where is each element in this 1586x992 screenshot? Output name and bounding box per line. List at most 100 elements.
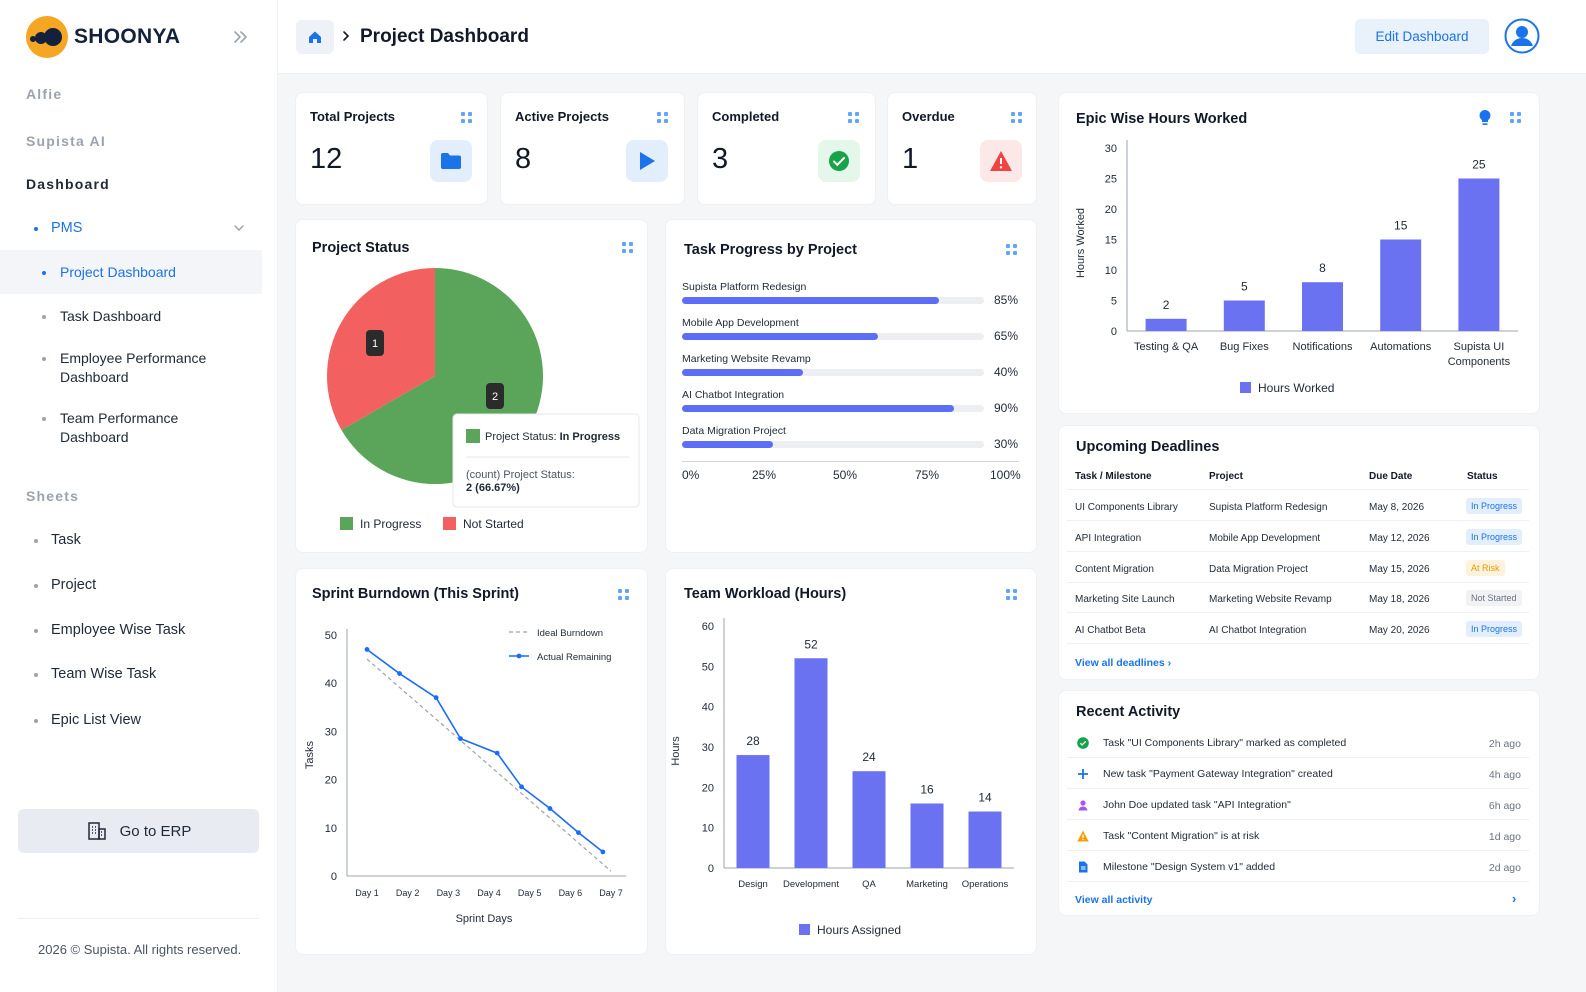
data-point: [600, 849, 606, 855]
sidebar-item-project-dashboard[interactable]: Project Dashboard: [42, 263, 176, 282]
legend-label: Hours Assigned: [817, 923, 901, 937]
progress-fill: [682, 441, 773, 448]
card-title: Epic Wise Hours Worked: [1076, 111, 1248, 127]
y-tick-label: 20: [325, 775, 337, 787]
x-tick-label: Notifications: [1293, 341, 1353, 353]
drag-handle-icon[interactable]: [1006, 589, 1018, 601]
progress-track: [682, 297, 984, 304]
x-tick-label: QA: [862, 879, 876, 890]
edit-dashboard-button[interactable]: Edit Dashboard: [1355, 19, 1489, 54]
sidebar-item-label: Team Wise Task: [51, 666, 157, 682]
x-tick-label: Day 3: [437, 888, 461, 898]
drag-handle-icon[interactable]: [657, 112, 669, 124]
sidebar-item-employee-wise-task[interactable]: Employee Wise Task: [34, 622, 185, 638]
bar-chart: 0 10 20 30 40 50 60 28 Design 52 Development 24 QA 16…: [670, 618, 1014, 937]
stat-value: 12: [310, 143, 343, 175]
data-label: 2: [1163, 298, 1170, 312]
data-label: 15: [1394, 219, 1408, 233]
view-all-activity-link[interactable]: View all activity: [1075, 894, 1153, 906]
drag-handle-icon[interactable]: [1006, 244, 1018, 256]
cell-date: May 18, 2026: [1369, 594, 1430, 605]
page-title: Project Dashboard: [360, 26, 529, 47]
progress-percent: 65%: [994, 329, 1019, 343]
data-point: [519, 784, 524, 790]
sidebar-section-supista-ai[interactable]: Supista AI: [26, 133, 106, 149]
drag-handle-icon[interactable]: [618, 589, 630, 601]
tooltip-line1: (count) Project Status:: [466, 469, 575, 481]
recent-activity-card: Recent Activity Task "UI Components Libr…: [1058, 690, 1540, 916]
x-tick-label: Marketing: [906, 879, 948, 890]
warning-icon: [980, 140, 1022, 182]
y-tick-label: 0: [1111, 326, 1117, 338]
drag-handle-icon[interactable]: [1011, 112, 1023, 124]
data-point: [364, 647, 370, 652]
axis-tick: 50%: [833, 468, 858, 482]
drag-handle-icon[interactable]: [622, 242, 634, 254]
sidebar-section-dashboard[interactable]: Dashboard: [26, 176, 110, 192]
x-tick-label: Day 4: [477, 888, 501, 898]
legend-in-progress[interactable]: In Progress: [340, 517, 421, 531]
legend-swatch: [799, 924, 810, 935]
bar-qa: [852, 771, 886, 868]
chevron-right-icon[interactable]: ›: [1512, 891, 1517, 906]
sidebar-section-sheets[interactable]: Sheets: [26, 488, 80, 504]
cell-project: Data Migration Project: [1209, 564, 1308, 575]
y-tick-label: 25: [1105, 174, 1117, 186]
legend-ideal-label: Ideal Burndown: [537, 628, 603, 639]
chevron-right-icon: [343, 31, 350, 41]
sidebar-item-label: Employee Performance Dashboard: [60, 350, 207, 385]
avatar[interactable]: [1504, 18, 1540, 54]
progress-label: Data Migration Project: [682, 425, 786, 437]
view-all-deadlines-link[interactable]: View all deadlines ›: [1075, 657, 1171, 669]
check-circle-icon: [1077, 737, 1089, 749]
data-point: [397, 671, 402, 676]
check-circle-icon: [818, 140, 860, 182]
divider: [1067, 582, 1529, 583]
sidebar-item-task-dashboard[interactable]: Task Dashboard: [42, 307, 161, 326]
x-tick-label: Components: [1448, 356, 1511, 368]
sidebar-item-team-performance-dashboard[interactable]: Team Performance Dashboard: [42, 409, 222, 447]
drag-handle-icon[interactable]: [848, 112, 860, 124]
y-tick-label: 10: [1105, 265, 1117, 277]
divider: [1067, 850, 1529, 851]
pie-chart: 1 2 Project Status: In Progress (count) …: [327, 268, 640, 531]
y-tick-label: 30: [702, 742, 714, 754]
y-tick-label: 10: [325, 823, 337, 835]
x-tick-label: Day 1: [355, 888, 379, 898]
sidebar-item-pms[interactable]: PMS: [34, 220, 82, 236]
breadcrumb-home[interactable]: [296, 20, 334, 54]
sidebar-item-epic-list-view[interactable]: Epic List View: [34, 712, 141, 728]
sidebar-section-alfie[interactable]: Alfie: [26, 86, 63, 102]
data-label: 28: [746, 734, 760, 748]
data-label: 25: [1472, 158, 1486, 172]
drag-handle-icon[interactable]: [461, 112, 473, 124]
tooltip-line2: 2 (66.67%): [466, 482, 520, 494]
progress-track: [682, 405, 984, 412]
sidebar-item-team-wise-task[interactable]: Team Wise Task: [34, 666, 156, 682]
y-tick-label: 5: [1111, 296, 1117, 308]
svg-text:In Progress: In Progress: [360, 517, 421, 531]
divider: [1067, 643, 1529, 644]
double-chevron-right-icon[interactable]: [232, 28, 250, 46]
legend-not-started[interactable]: Not Started: [443, 517, 524, 531]
sidebar-item-task[interactable]: Task: [34, 532, 81, 548]
y-axis-label: Hours Worked: [1075, 208, 1087, 278]
brand[interactable]: SHOONYA: [26, 16, 180, 58]
sidebar: SHOONYA Alfie Supista AI Dashboard PMS P…: [0, 0, 278, 992]
data-point: [576, 830, 581, 836]
cell-project: Mobile App Development: [1209, 533, 1321, 544]
activity-text: New task "Payment Gateway Integration" c…: [1103, 768, 1333, 780]
lightbulb-icon[interactable]: [1478, 109, 1492, 127]
go-to-erp-button[interactable]: Go to ERP: [18, 809, 259, 853]
stat-card-overdue: Overdue 1: [887, 92, 1037, 205]
column-header: Project: [1209, 471, 1243, 482]
activity-text: Task "UI Components Library" marked as c…: [1103, 737, 1347, 749]
svg-text:1: 1: [372, 338, 378, 350]
folder-icon: [430, 140, 472, 182]
stat-card-active-projects: Active Projects 8: [500, 92, 685, 205]
series-actual-remaining: [366, 648, 604, 853]
sidebar-item-project[interactable]: Project: [34, 577, 96, 593]
sidebar-item-employee-performance-dashboard[interactable]: Employee Performance Dashboard: [42, 349, 222, 387]
drag-handle-icon[interactable]: [1510, 112, 1522, 124]
chevron-down-icon[interactable]: [232, 221, 246, 235]
